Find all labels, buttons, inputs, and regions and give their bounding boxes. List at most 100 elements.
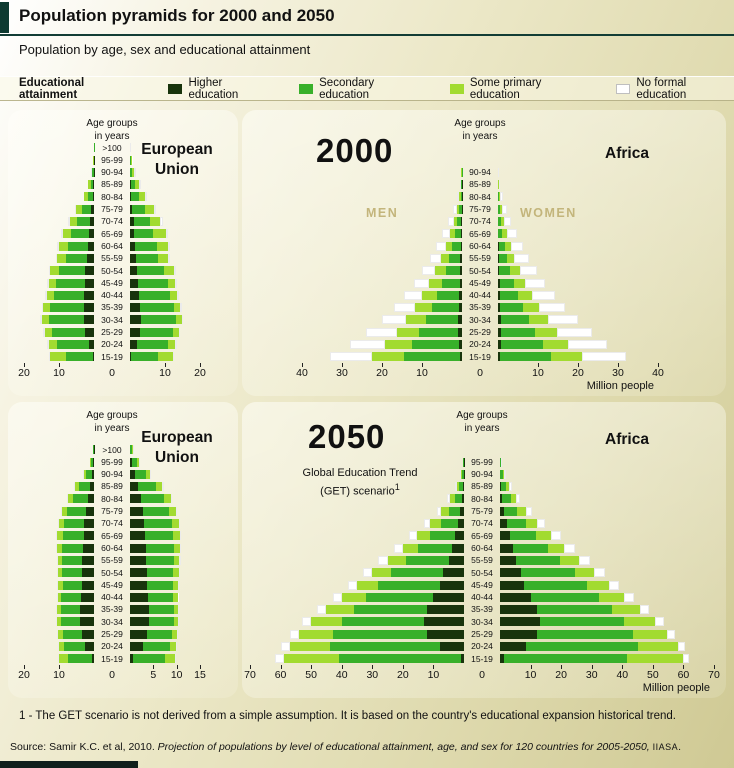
- bar-segment-higher: [91, 469, 94, 479]
- age-group-label: 85-89: [469, 179, 491, 190]
- axis-tick-label: 5: [150, 669, 157, 681]
- bar-segment-secondary: [512, 543, 548, 553]
- bar-segment-none: [177, 290, 179, 300]
- bar-segment-secondary: [500, 469, 503, 479]
- age-group-label: 45-49: [471, 579, 493, 590]
- men-bar: [250, 505, 464, 517]
- men-label: MEN: [366, 206, 399, 220]
- men-bar: [302, 338, 462, 350]
- men-bar: [24, 265, 94, 277]
- men-bar: [24, 493, 94, 505]
- bar-segment-none: [131, 155, 133, 165]
- pyramid-row: 25-29: [250, 628, 714, 640]
- title-rule: [0, 34, 734, 36]
- source-prefix: Source: Samir K.C. et al, 2010.: [10, 741, 158, 753]
- bar-segment-primary: [69, 217, 77, 227]
- bar-segment-none: [514, 253, 529, 263]
- bar-segment-higher: [130, 352, 132, 362]
- women-bar: [130, 530, 200, 542]
- panel-africa-2050: 2050 Global Education Trend (GET) scenar…: [242, 402, 726, 698]
- bar-segment-none: [459, 180, 461, 190]
- men-bar: [24, 314, 94, 326]
- bar-segment-higher: [458, 315, 462, 325]
- pyramid-row: 40-44: [24, 289, 200, 301]
- men-bar: [24, 215, 94, 227]
- bar-segment-secondary: [539, 617, 624, 627]
- bar-segment-primary: [435, 266, 446, 276]
- bar-segment-primary: [456, 482, 460, 492]
- bar-segment-primary: [429, 278, 442, 288]
- legend-title: Educational attainment: [19, 76, 85, 101]
- bar-segment-none: [178, 327, 181, 337]
- bar-segment-primary: [62, 229, 72, 239]
- bar-segment-higher: [458, 340, 462, 350]
- bar-segment-primary: [58, 580, 63, 590]
- men-bar: [302, 228, 462, 240]
- bar-segment-none: [624, 592, 635, 602]
- bar-segment-primary: [50, 352, 67, 362]
- bar-segment-primary: [536, 531, 551, 541]
- men-bar: [24, 154, 94, 166]
- age-group-label: 90-94: [101, 469, 123, 480]
- bar-segment-primary: [298, 629, 333, 639]
- bar-segment-higher: [83, 531, 94, 541]
- bar-segment-secondary: [536, 605, 612, 615]
- bar-segment-secondary: [515, 555, 561, 565]
- bar-segment-primary: [341, 592, 367, 602]
- pyramid-row: 50-54: [24, 567, 200, 579]
- women-bar: [498, 314, 658, 326]
- bar-segment-none: [556, 327, 592, 337]
- age-group-label: 35-39: [101, 302, 123, 313]
- bar-segment-none: [506, 229, 517, 239]
- get-note-line1: Global Education Trend: [302, 467, 418, 479]
- bar-segment-higher: [130, 617, 150, 627]
- bar-segment-secondary: [332, 629, 428, 639]
- bar-segment-secondary: [149, 617, 174, 627]
- bar-segment-none: [302, 617, 312, 627]
- age-axis-label: Age groups in years: [454, 118, 506, 142]
- bar-segment-none: [57, 241, 60, 251]
- pyramid-row: 45-49: [24, 579, 200, 591]
- bar-segment-secondary: [71, 229, 89, 239]
- bar-segment-primary: [173, 592, 178, 602]
- axis-tick-label: 20: [194, 367, 206, 379]
- axis-tick-mark: [530, 665, 532, 669]
- axis-tick-mark: [302, 363, 303, 367]
- get-scenario-note: Global Education Trend (GET) scenario1: [260, 466, 460, 499]
- men-bar: [250, 567, 464, 579]
- bar-segment-none: [179, 555, 181, 565]
- legend-item-higher: Higher education: [168, 77, 271, 101]
- pyramid-africa-2000: 90-94 85-89 80-84 75-79 70-74 65-69 60-64 55-59…: [296, 166, 664, 394]
- bar-segment-primary: [90, 457, 92, 467]
- axis-tick-label: 70: [244, 669, 256, 681]
- bar-segment-secondary: [61, 543, 83, 553]
- bar-segment-higher: [130, 555, 147, 565]
- age-group-label: 90-94: [101, 167, 123, 178]
- women-bar: [130, 265, 200, 277]
- men-bar: [250, 517, 464, 529]
- women-bar: [500, 505, 714, 517]
- pyramid-row: 40-44: [250, 591, 714, 603]
- bar-segment-secondary: [131, 352, 158, 362]
- bar-segment-secondary: [55, 278, 85, 288]
- age-group-label: 20-24: [101, 339, 123, 350]
- bar-segment-secondary: [53, 290, 85, 300]
- bar-segment-none: [504, 469, 506, 479]
- pyramid-row: 50-54: [24, 265, 200, 277]
- bar-segment-secondary: [499, 266, 510, 276]
- bar-segment-none: [453, 204, 457, 214]
- bar-segment-secondary: [521, 568, 575, 578]
- men-bar: [24, 456, 94, 468]
- bar-segment-secondary: [62, 555, 83, 565]
- axis-tick-mark: [153, 665, 155, 669]
- men-bar: [24, 191, 94, 203]
- bar-segment-secondary: [441, 278, 460, 288]
- bar-segment-higher: [92, 192, 94, 202]
- bar-segment-secondary: [48, 315, 84, 325]
- pyramid-row: 90-94: [24, 166, 200, 178]
- legend-label-higher: Higher education: [188, 76, 239, 101]
- bar-segment-secondary: [504, 506, 518, 516]
- bar-segment-secondary: [140, 303, 174, 313]
- axis-tick-label: 10: [159, 367, 171, 379]
- bar-segment-secondary: [133, 217, 150, 227]
